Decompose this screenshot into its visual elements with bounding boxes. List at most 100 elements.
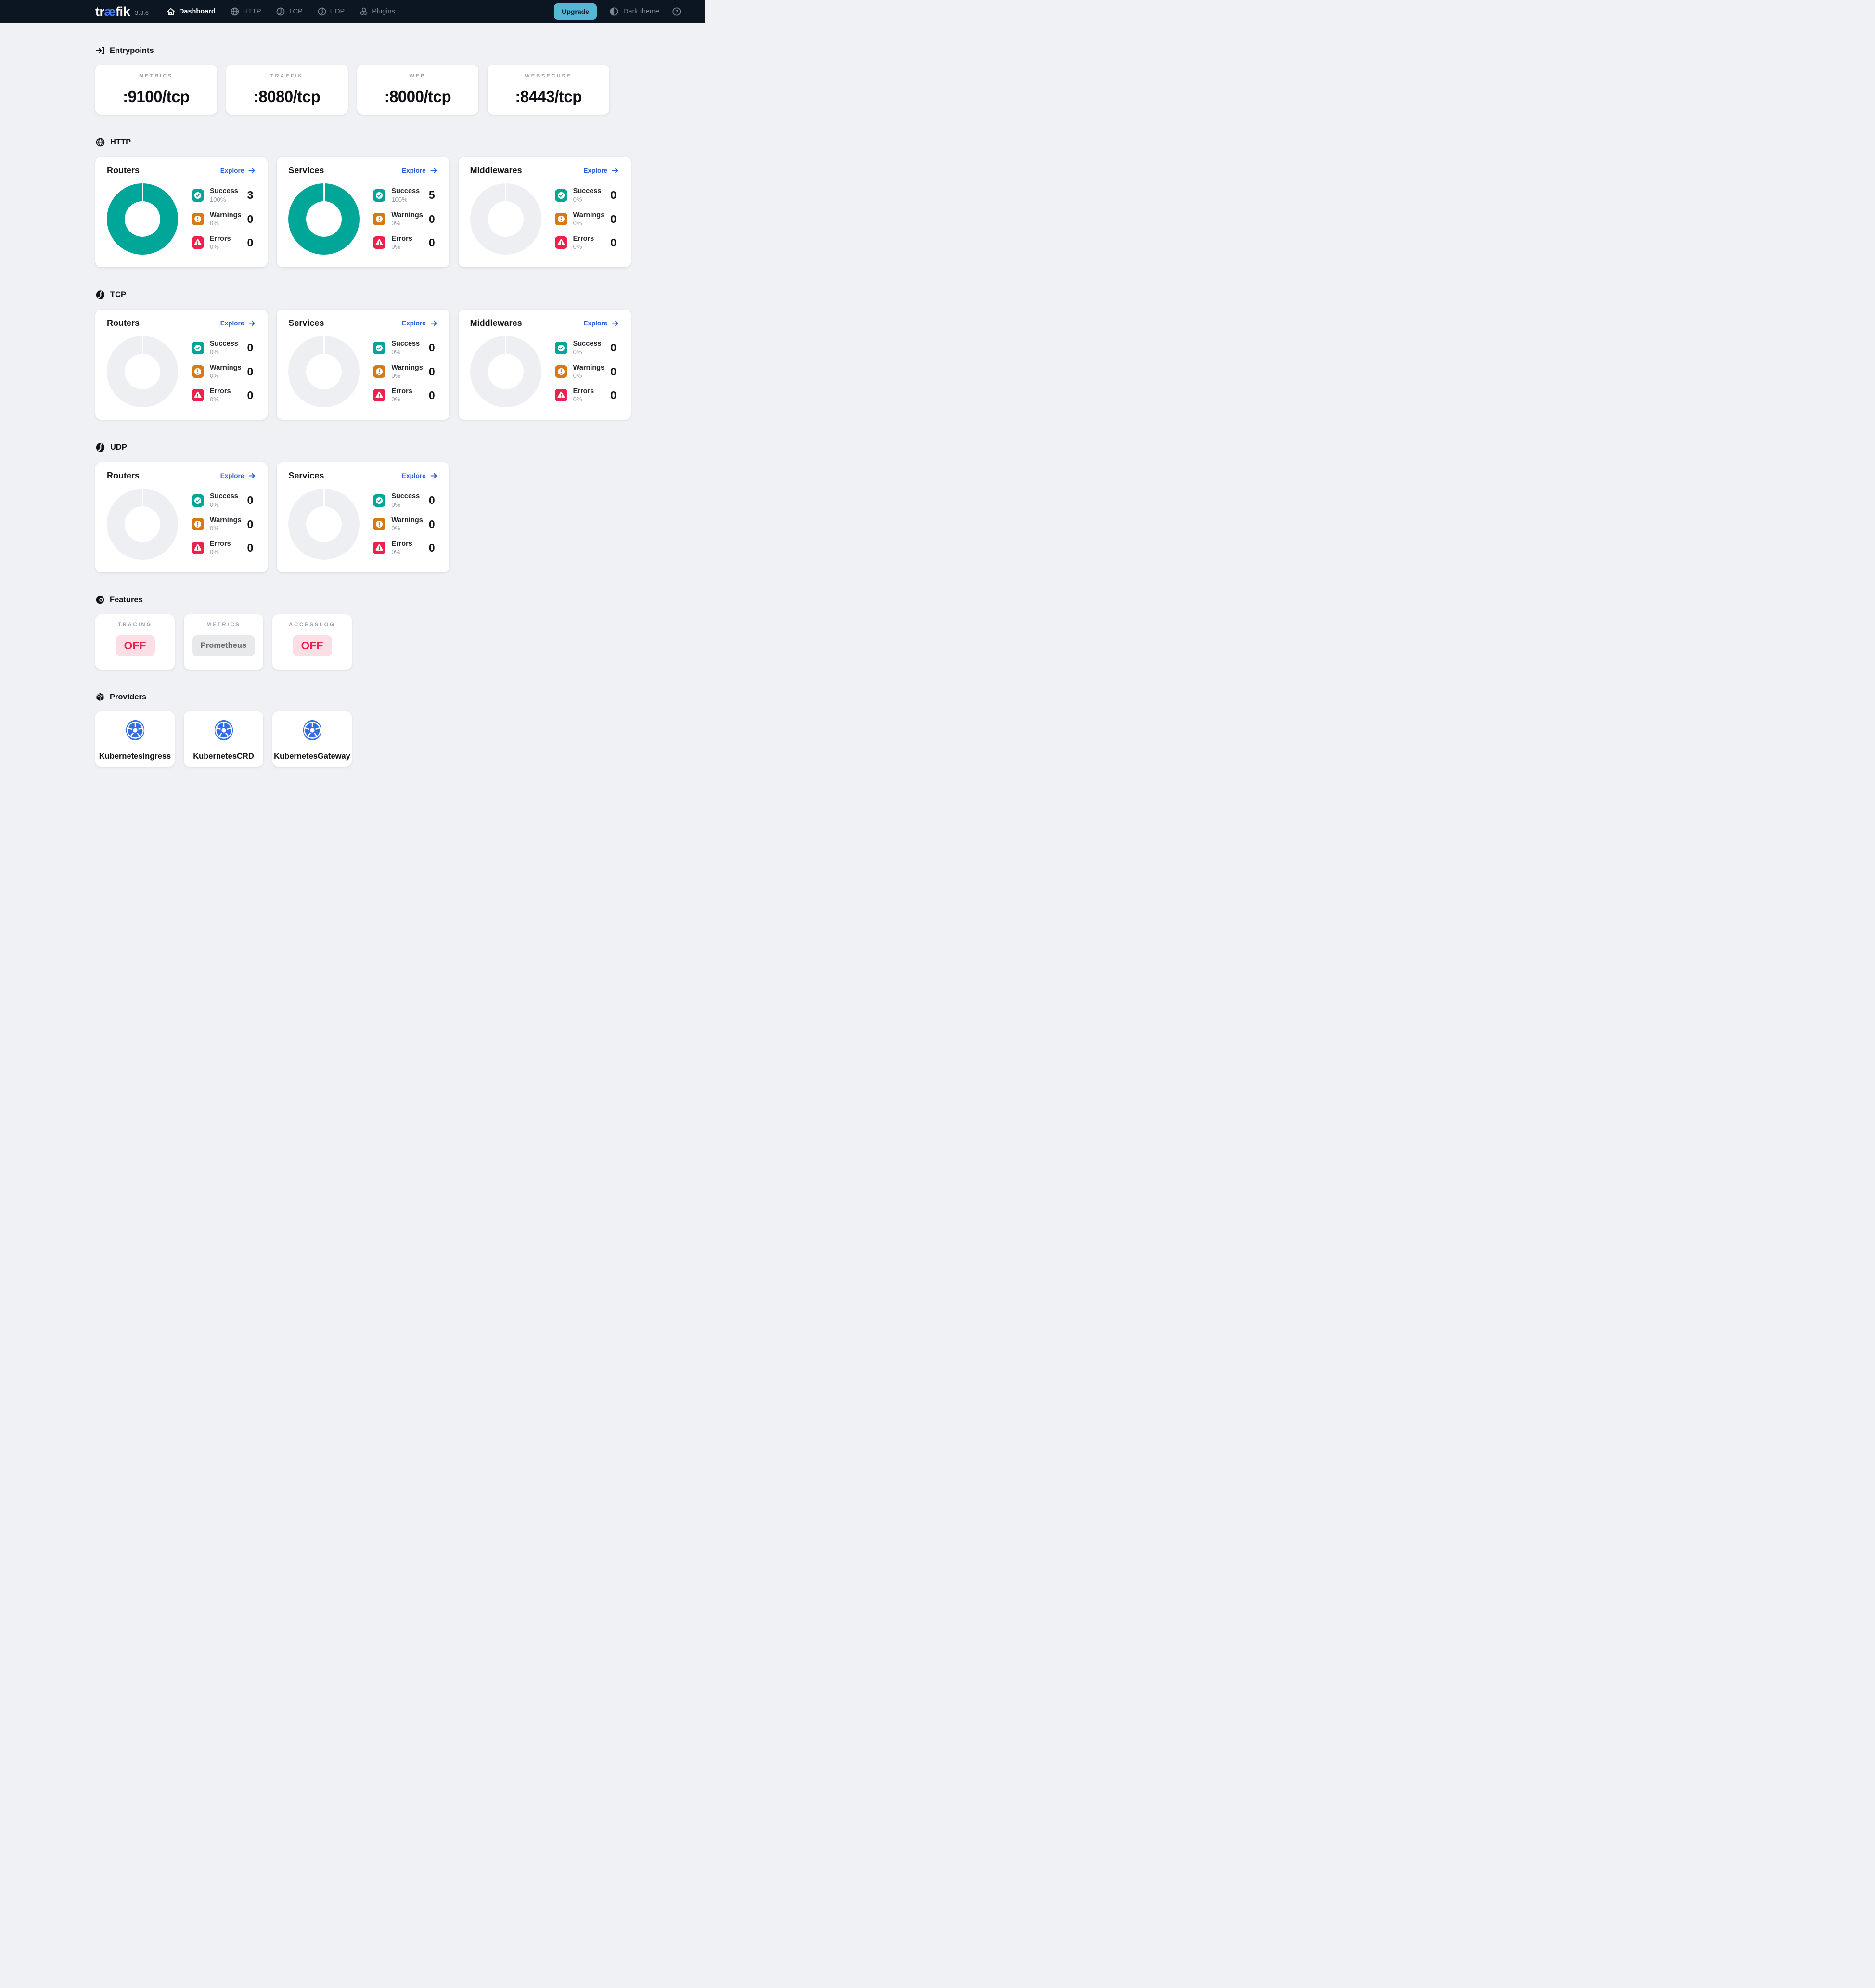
section-title: Entrypoints	[110, 46, 154, 55]
legend-percentage: 0%	[210, 396, 219, 403]
card-title: Middlewares	[470, 166, 522, 175]
explore-link[interactable]: Explore	[402, 167, 438, 175]
legend-percentage: 0%	[210, 348, 219, 356]
http-cards-grid: Routers Explore Success 100% 3 Warnings …	[95, 157, 631, 267]
donut-chart	[470, 183, 541, 255]
legend-count: 0	[610, 189, 616, 202]
legend-row-errors: Errors 0% 0	[373, 387, 437, 403]
success-icon	[373, 341, 386, 354]
entrypoints-section-header: Entrypoints	[95, 46, 609, 55]
legend-label: Warnings	[391, 363, 423, 372]
explore-link[interactable]: Explore	[402, 472, 438, 480]
top-navbar: træfik 3.3.6 Dashboard HTTP TCP UDP Plug…	[0, 0, 705, 23]
warnings-icon	[554, 365, 567, 378]
legend-label: Errors	[391, 540, 412, 548]
providers-grid: KubernetesIngress KubernetesCRD Kubernet…	[95, 711, 609, 767]
dark-theme-toggle[interactable]: Dark theme	[609, 7, 659, 16]
warnings-icon	[192, 365, 204, 378]
tcp-section-header: TCP	[95, 290, 609, 300]
legend-count: 0	[428, 517, 435, 530]
nav-item-tcp[interactable]: TCP	[276, 7, 303, 16]
nav-item-udp[interactable]: UDP	[317, 7, 345, 16]
help-button[interactable]	[672, 7, 681, 16]
explore-link[interactable]: Explore	[402, 319, 438, 327]
legend-percentage: 0%	[573, 372, 582, 379]
legend-label: Warnings	[210, 211, 242, 219]
globe-icon	[231, 7, 239, 16]
errors-icon	[373, 542, 386, 555]
section-title: UDP	[110, 443, 127, 452]
explore-link[interactable]: Explore	[220, 167, 257, 175]
legend-percentage: 0%	[573, 396, 582, 403]
legend-row-warnings: Warnings 0% 0	[373, 363, 437, 380]
http-section-header: HTTP	[95, 137, 609, 147]
legend-count: 0	[247, 494, 254, 507]
entrypoint-label: TRAEFIK	[270, 73, 304, 79]
legend-row-warnings: Warnings 0% 0	[373, 516, 437, 532]
explore-link[interactable]: Explore	[583, 167, 619, 175]
nav-item-plugins[interactable]: Plugins	[359, 7, 395, 16]
legend-row-success: Success 100% 3	[192, 187, 256, 203]
feature-card-metrics: METRICS Prometheus	[184, 614, 263, 670]
udp-services-card: Services Explore Success 0% 0 Warnings 0…	[277, 462, 449, 572]
features-grid: TRACING OFF METRICS Prometheus ACCESSLOG…	[95, 614, 609, 670]
feature-card-tracing: TRACING OFF	[95, 614, 175, 670]
http-middlewares-card: Middlewares Explore Success 0% 0 Warning…	[458, 157, 631, 267]
arrow-right-icon	[430, 168, 437, 174]
legend-label: Success	[573, 187, 602, 195]
card-title: Services	[288, 318, 324, 328]
legend-percentage: 0%	[391, 548, 401, 556]
ball-icon	[318, 7, 326, 16]
card-title: Routers	[107, 318, 140, 328]
traefik-logo: træfik	[95, 4, 130, 19]
card-title: Routers	[107, 166, 140, 175]
legend-count: 0	[247, 365, 254, 378]
legend-percentage: 0%	[210, 524, 219, 532]
legend-row-errors: Errors 0% 0	[192, 387, 256, 403]
explore-link[interactable]: Explore	[583, 319, 619, 327]
upgrade-button[interactable]: Upgrade	[554, 3, 597, 20]
entrypoint-card-websecure: WEBSECURE :8443/tcp	[488, 65, 609, 115]
legend-label: Success	[210, 492, 238, 501]
entrypoints-icon	[96, 47, 104, 54]
legend-count: 0	[610, 212, 616, 225]
globe-icon	[96, 138, 105, 147]
success-icon	[373, 189, 386, 202]
legend-row-success: Success 0% 0	[192, 339, 256, 356]
donut-chart	[107, 183, 178, 255]
legend-label: Success	[391, 492, 420, 501]
entrypoint-card-traefik: TRAEFIK :8080/tcp	[226, 65, 348, 115]
nav-item-dashboard[interactable]: Dashboard	[166, 7, 216, 16]
arrow-right-icon	[248, 168, 255, 174]
donut-chart	[288, 489, 360, 560]
legend-count: 0	[610, 365, 616, 378]
card-title: Routers	[107, 471, 140, 480]
tcp-middlewares-card: Middlewares Explore Success 0% 0 Warning…	[458, 310, 631, 420]
success-icon	[192, 494, 204, 507]
nav-item-http[interactable]: HTTP	[230, 7, 261, 16]
provider-name: KubernetesCRD	[193, 752, 254, 761]
legend-count: 0	[428, 541, 435, 554]
card-title: Middlewares	[470, 318, 522, 328]
legend-label: Warnings	[210, 516, 242, 524]
feature-status-badge: OFF	[292, 635, 332, 656]
legend-label: Success	[210, 187, 238, 195]
explore-link[interactable]: Explore	[220, 472, 257, 480]
errors-icon	[192, 389, 204, 402]
legend-count: 0	[428, 341, 435, 354]
entrypoint-card-web: WEB :8000/tcp	[357, 65, 479, 115]
legend-percentage: 0%	[573, 243, 582, 251]
explore-link[interactable]: Explore	[220, 319, 257, 327]
legend-count: 0	[428, 494, 435, 507]
legend-row-warnings: Warnings 0% 0	[373, 211, 437, 227]
entrypoint-label: WEBSECURE	[525, 73, 572, 79]
provider-card-kubernetesgateway: KubernetesGateway	[272, 711, 352, 767]
package-icon	[96, 692, 104, 702]
legend-row-errors: Errors 0% 0	[554, 387, 619, 403]
legend-count: 0	[247, 388, 254, 401]
entrypoints-grid: METRICS :9100/tcp TRAEFIK :8080/tcp WEB …	[95, 65, 609, 115]
legend-row-success: Success 0% 0	[373, 339, 437, 356]
warnings-icon	[192, 518, 204, 530]
legend-count: 0	[428, 212, 435, 225]
legend-percentage: 0%	[210, 243, 219, 251]
